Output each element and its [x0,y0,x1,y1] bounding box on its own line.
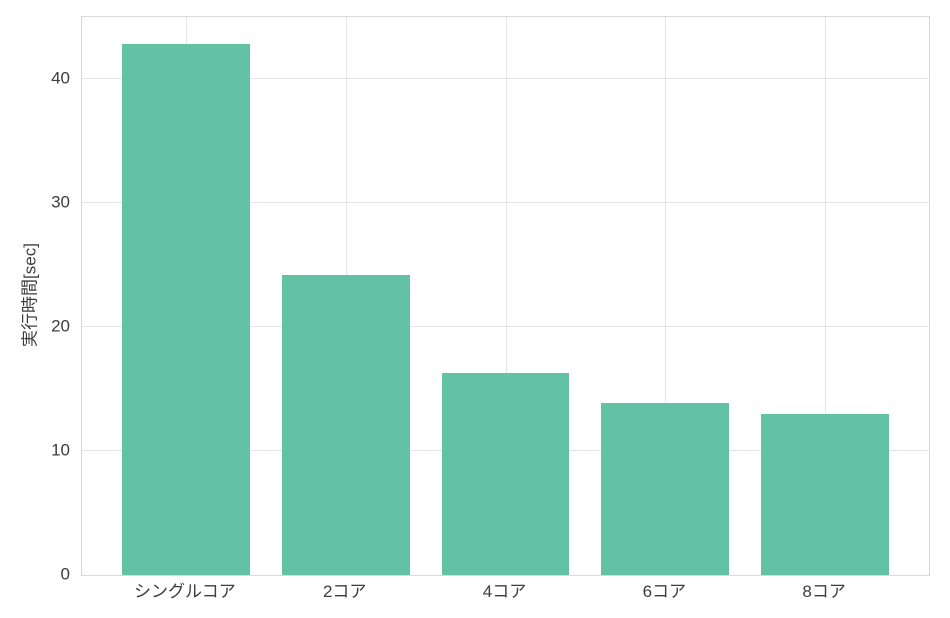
x-tick-label: シングルコア [134,582,236,601]
x-tick-label: 6コア [642,582,687,601]
y-tick-label: 20 [51,316,70,336]
y-tick-label: 10 [51,440,70,460]
v-gridline [825,17,827,575]
x-tick-label: 4コア [482,582,527,601]
v-gridline [505,17,507,575]
y-tick-label: 40 [51,68,70,88]
bar-2コア [281,274,410,575]
bar-4コア [441,372,570,575]
bar-8コア [761,413,890,575]
x-tick-label: 2コア [322,582,367,601]
plot-area [81,16,930,576]
x-tick-label: 8コア [802,582,846,601]
bar-6コア [601,402,730,575]
y-tick-label: 30 [51,192,70,212]
y-axis-label: 実行時間[sec] [20,243,40,347]
v-gridline [665,17,667,575]
bar-シングルコア [121,44,250,575]
y-tick-label: 0 [60,564,70,584]
